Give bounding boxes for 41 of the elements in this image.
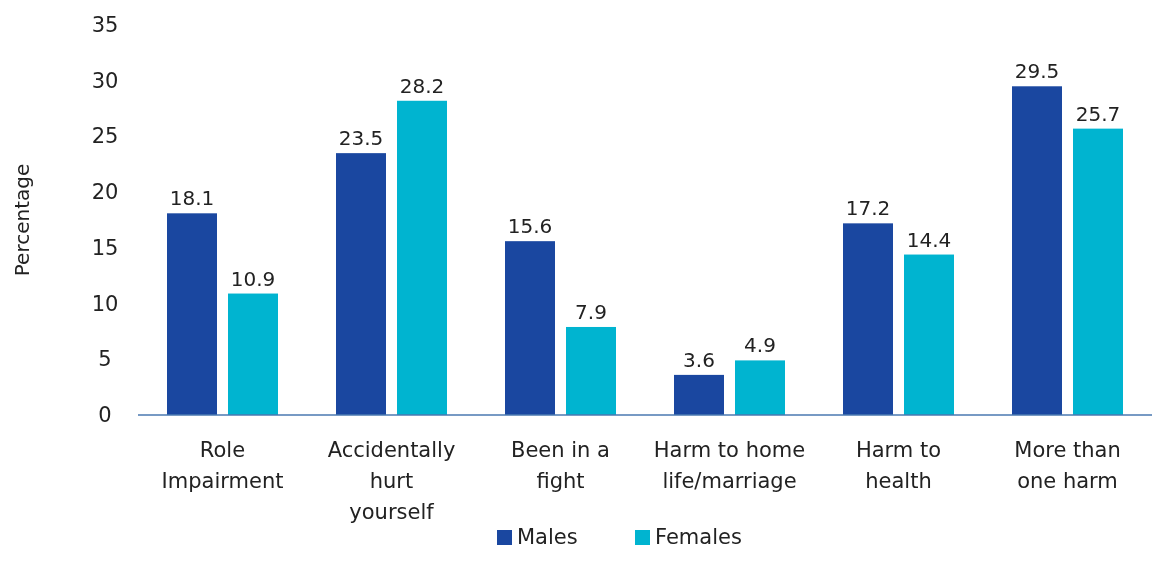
y-tick-label: 0: [98, 403, 112, 427]
bar: [336, 153, 386, 415]
bar: [1012, 86, 1062, 415]
bar: [843, 223, 893, 415]
bar: [505, 241, 555, 415]
data-label: 28.2: [399, 73, 445, 98]
data-label: 10.9: [230, 266, 276, 291]
data-label: 17.2: [845, 196, 891, 221]
bar: [674, 374, 724, 415]
data-label: 29.5: [1014, 59, 1060, 84]
bar: [904, 254, 954, 415]
y-tick-label: 15: [91, 235, 119, 260]
bar: [735, 360, 785, 415]
y-tick-label: 10: [91, 291, 119, 316]
y-tick-label: 20: [91, 180, 119, 205]
x-tick-label: More than one harm: [1014, 438, 1121, 493]
bar: [167, 213, 217, 415]
data-label: 3.6: [683, 347, 715, 372]
data-label: 7.9: [575, 299, 607, 324]
legend-label: Males: [517, 525, 578, 549]
bar: [1073, 128, 1123, 415]
bar: [566, 326, 616, 415]
x-tick-label: Harm to home life/marriage: [653, 438, 806, 493]
y-axis-title: Percentage: [10, 163, 34, 277]
y-tick-label: 5: [98, 347, 112, 372]
data-label: 18.1: [169, 186, 215, 211]
y-tick-label: 25: [91, 124, 119, 149]
bar: [397, 100, 447, 415]
data-label: 15.6: [507, 214, 553, 239]
bar: [228, 293, 278, 415]
data-label: 4.9: [744, 333, 776, 358]
data-label: 14.4: [906, 227, 952, 252]
data-label: 25.7: [1075, 101, 1121, 126]
x-tick-label: Accidentally hurt yourself: [327, 438, 456, 524]
x-tick-label: Harm to health: [855, 438, 942, 493]
y-tick-label: 35: [91, 13, 119, 37]
x-tick-label: Been in a fight: [511, 438, 610, 493]
legend-label: Females: [655, 525, 742, 549]
y-tick-label: 30: [91, 68, 119, 93]
data-label: 23.5: [338, 126, 384, 151]
x-tick-label: Role Impairment: [161, 438, 284, 493]
